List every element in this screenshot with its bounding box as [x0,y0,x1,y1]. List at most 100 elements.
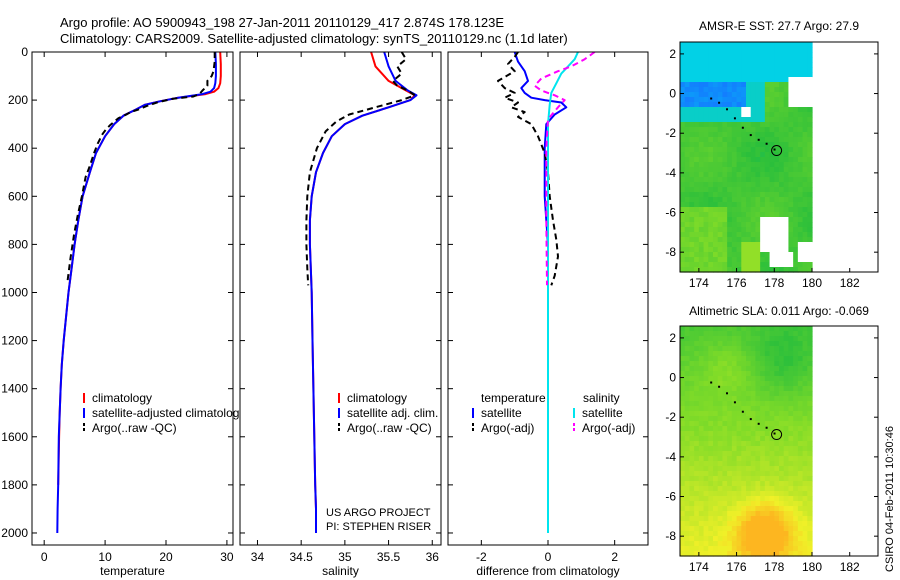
altimetric-sla-map-cell [807,486,813,492]
amsr-sst-map-cell [750,247,757,253]
amsr-sst-map-cell [736,227,742,233]
amsr-sst-map-cell [713,252,719,258]
altimetric-sla-map-cell [736,476,742,482]
altimetric-sla-map-cell [760,431,766,437]
amsr-sst-map-cell [769,217,775,223]
altimetric-sla-map-cell [797,351,804,357]
altimetric-sla-map-cell [783,326,790,332]
altimetric-sla-map-cell [736,426,742,432]
amsr-sst-map-cell [713,232,719,238]
altimetric-sla-map-cell [708,536,714,542]
altimetric-sla-map-cell [694,401,700,407]
amsr-sst-map-track-dot [741,126,744,129]
amsr-sst-map-cell [722,172,728,178]
altimetric-sla-map-cell [783,356,790,362]
amsr-sst-map-cell [764,237,771,243]
amsr-sst-map-cell [788,222,794,228]
altimetric-sla-map-cell [783,491,790,497]
amsr-sst-map-cell [684,82,691,88]
amsr-sst-map-cell [764,157,771,163]
amsr-sst-map-cell [746,267,752,273]
altimetric-sla-map-cell [755,356,761,362]
amsr-sst-map-cell [731,207,738,213]
amsr-sst-map-cell [774,207,780,213]
altimetric-sla-map-cell [694,551,700,557]
amsr-sst-map-cell [684,147,691,153]
amsr-sst-map-cell [722,262,728,268]
altimetric-sla-map-cell [746,466,752,472]
amsr-sst-map-cell [807,192,813,198]
altimetric-sla-map-cell [689,381,695,387]
amsr-sst-map-cell [684,152,691,158]
altimetric-sla-map-cell [684,511,691,517]
amsr-sst-map-cell [689,187,695,193]
amsr-sst-map-cell [797,137,804,143]
amsr-sst-map-cell [708,267,714,273]
amsr-sst-map-cell [689,182,695,188]
amsr-sst-map-cell [797,62,804,68]
amsr-sst-map-cell [807,42,813,48]
altimetric-sla-map-cell [793,406,799,412]
altimetric-sla-map-cell [741,326,747,332]
altimetric-sla-map-cell [760,376,766,382]
amsr-sst-map-cell [764,47,771,53]
amsr-sst-map-cell [788,97,794,103]
amsr-sst-map-cell [722,197,728,203]
amsr-sst-map-cell [703,42,709,48]
amsr-sst-map-cell [750,122,757,128]
altimetric-sla-map-cell [783,456,790,462]
amsr-sst-map-cell [698,227,705,233]
amsr-sst-map-cell [722,252,728,258]
amsr-sst-map-cell [783,82,790,88]
altimetric-sla-map-cell [698,441,705,447]
amsr-sst-map-cell [713,137,719,143]
altimetric-sla-map-cell [746,461,752,467]
amsr-sst-map-cell [698,132,705,138]
amsr-sst-map-cell [774,262,780,268]
amsr-sst-map-cell [713,127,719,133]
amsr-sst-map-cell [793,57,799,63]
amsr-sst-map-cell [802,202,808,208]
altimetric-sla-map-cell [793,436,799,442]
amsr-sst-map-cell [741,72,747,78]
amsr-sst-map-cell [680,177,686,183]
amsr-sst-map-cell [807,207,813,213]
amsr-sst-map-cell [717,247,724,253]
amsr-sst-map-cell [694,92,700,98]
amsr-sst-map-cell [722,147,728,153]
amsr-sst-map-cell [760,92,766,98]
altimetric-sla-map-cell [755,496,761,502]
altimetric-sla-map-cell [680,481,686,487]
amsr-sst-map-cell [769,62,775,68]
altimetric-sla-map-cell [717,381,724,387]
amsr-sst-map-cell [769,237,775,243]
amsr-sst-map-cell [750,262,757,268]
altimetric-sla-map-cell [708,411,714,417]
altimetric-sla-map-cell [750,451,757,457]
altimetric-sla-map-cell [802,381,808,387]
amsr-sst-map-cell [783,202,790,208]
amsr-sst-map-cell [741,192,747,198]
amsr-sst-map-cell [760,162,766,168]
amsr-sst-map-cell [807,212,813,218]
amsr-sst-map-cell [703,222,709,228]
amsr-sst-map-cell [746,232,752,238]
altimetric-sla-map-cell [713,406,719,412]
altimetric-sla-map-cell [779,356,785,362]
amsr-sst-map-cell [689,227,695,233]
amsr-sst-map-cell [774,242,780,248]
altimetric-sla-map-cell [727,466,733,472]
altimetric-sla-map-cell [802,426,808,432]
altimetric-sla-map-cell [717,326,724,332]
amsr-sst-map-cell [779,57,785,63]
altimetric-sla-map-cell [689,516,695,522]
altimetric-sla-map-cell [731,471,738,477]
amsr-sst-map-cell [788,162,794,168]
amsr-sst-map-cell [802,192,808,198]
amsr-sst-map-cell [731,82,738,88]
altimetric-sla-map-cell [774,471,780,477]
amsr-sst-map-cell [788,252,794,258]
amsr-sst-map-cell [680,52,686,58]
amsr-sst-map-cell [755,102,761,108]
amsr-sst-map-cell [698,42,705,48]
